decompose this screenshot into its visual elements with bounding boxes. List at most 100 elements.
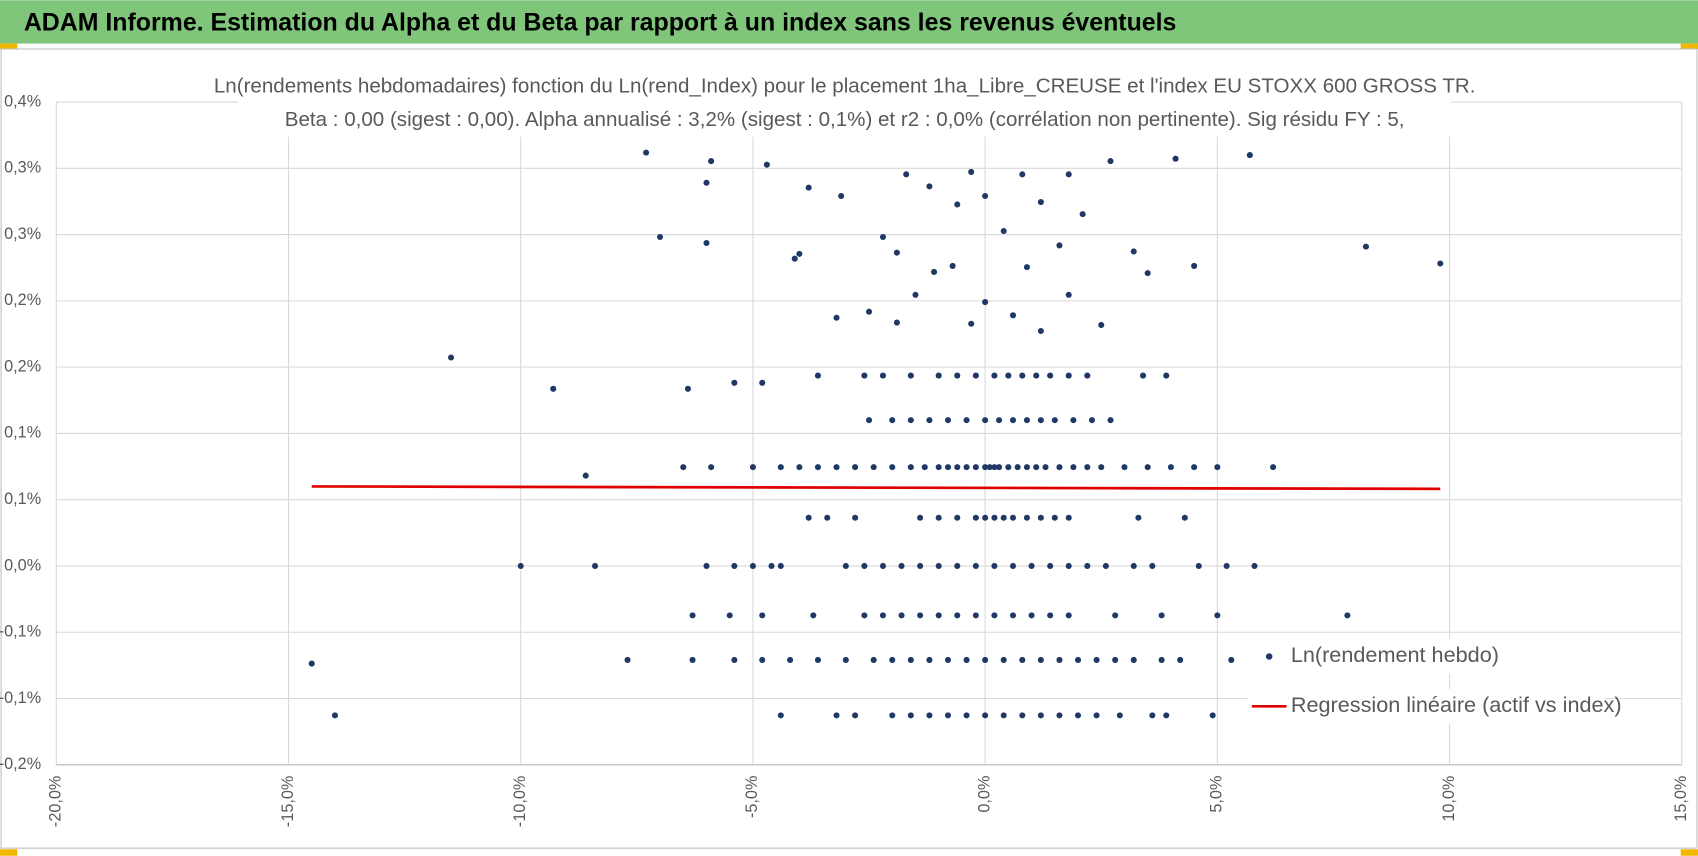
scatter-point bbox=[1223, 562, 1230, 569]
scatter-point bbox=[954, 514, 961, 521]
scatter-point bbox=[331, 712, 338, 719]
scatter-point bbox=[1005, 372, 1012, 379]
scatter-point bbox=[731, 562, 738, 569]
scatter-point bbox=[1246, 152, 1253, 159]
scatter-point bbox=[1270, 464, 1277, 471]
legend-background bbox=[1247, 639, 1605, 674]
scatter-point bbox=[1121, 464, 1128, 471]
scatter-point bbox=[852, 712, 859, 719]
scatter-point bbox=[972, 372, 979, 379]
scatter-point bbox=[1056, 712, 1063, 719]
x-tick-label: -5,0% bbox=[743, 776, 761, 818]
scatter-point bbox=[991, 612, 998, 619]
scatter-point bbox=[1130, 562, 1137, 569]
scatter-point bbox=[931, 268, 938, 275]
scatter-point bbox=[921, 464, 928, 471]
scatter-point bbox=[954, 464, 961, 471]
scatter-point bbox=[1102, 562, 1109, 569]
scatter-point bbox=[1009, 562, 1017, 569]
scatter-point bbox=[944, 417, 952, 424]
y-tick-label: -0,2% bbox=[0, 755, 41, 773]
scatter-point bbox=[448, 354, 455, 361]
scatter-point bbox=[1088, 417, 1095, 424]
scatter-point bbox=[1037, 327, 1044, 335]
chart-title: Ln(rendements hebdomadaires) fonction du… bbox=[214, 74, 1476, 97]
scatter-point bbox=[944, 464, 952, 471]
y-tick-label: 0,1% bbox=[4, 490, 41, 508]
scatter-point bbox=[1140, 372, 1147, 379]
x-tick-label: 15,0% bbox=[1672, 776, 1690, 822]
scatter-point bbox=[1130, 248, 1137, 255]
scatter-point bbox=[861, 562, 868, 569]
y-tick-label: 0,3% bbox=[4, 159, 41, 177]
scatter-point bbox=[982, 656, 989, 663]
y-tick-label: 0,2% bbox=[4, 357, 41, 375]
scatter-point bbox=[657, 233, 664, 241]
scatter-point bbox=[963, 464, 970, 471]
header-bar bbox=[0, 0, 1698, 44]
scatter-point bbox=[907, 656, 914, 663]
scatter-point bbox=[591, 562, 599, 569]
x-tick-label: -20,0% bbox=[47, 776, 65, 827]
scatter-point bbox=[852, 464, 859, 471]
scatter-point bbox=[759, 612, 766, 619]
chart-frame bbox=[0, 48, 1698, 849]
scatter-point bbox=[1051, 514, 1058, 521]
scatter-point bbox=[1158, 656, 1165, 663]
scatter-point bbox=[898, 612, 905, 619]
scatter-point bbox=[1033, 372, 1040, 379]
scatter-point bbox=[852, 514, 859, 521]
legend-label: Regression linéaire (actif vs index) bbox=[1291, 692, 1622, 717]
scatter-point bbox=[1079, 211, 1086, 218]
scatter-point bbox=[1037, 199, 1044, 206]
scatter-point bbox=[1098, 321, 1105, 328]
scatter-point bbox=[708, 464, 715, 471]
scatter-point bbox=[972, 612, 979, 619]
scatter-point bbox=[870, 656, 877, 663]
scatter-point bbox=[982, 417, 989, 424]
scatter-point bbox=[926, 656, 933, 663]
scatter-point bbox=[1084, 372, 1091, 379]
scatter-point bbox=[787, 656, 794, 663]
scatter-point bbox=[996, 464, 1003, 471]
scatter-point bbox=[796, 464, 803, 471]
scatter-point bbox=[1144, 270, 1151, 277]
scatter-point bbox=[935, 372, 942, 379]
scatter-point bbox=[1181, 514, 1188, 521]
scatter-point bbox=[731, 379, 738, 386]
scatter-point bbox=[1037, 514, 1044, 521]
scatter-point bbox=[1019, 171, 1026, 178]
scatter-point bbox=[972, 514, 979, 521]
scatter-point bbox=[963, 417, 970, 424]
scatter-point bbox=[1065, 291, 1072, 298]
scatter-point bbox=[954, 612, 961, 619]
scatter-point bbox=[1056, 656, 1063, 663]
scatter-point bbox=[866, 417, 873, 424]
scatter-point bbox=[889, 656, 896, 663]
scatter-point bbox=[879, 233, 886, 241]
scatter-point bbox=[777, 562, 784, 569]
scatter-point bbox=[907, 372, 914, 379]
regression-line bbox=[311, 485, 1441, 491]
scatter-point bbox=[1112, 656, 1119, 663]
scatter-point bbox=[954, 372, 961, 379]
y-tick-label: 0,3% bbox=[4, 225, 41, 243]
scatter-point bbox=[731, 656, 738, 663]
scatter-point bbox=[1172, 155, 1179, 162]
scatter-point bbox=[963, 656, 970, 663]
scatter-point bbox=[1009, 312, 1017, 319]
scatter-point bbox=[1037, 417, 1044, 424]
scatter-point bbox=[842, 656, 849, 663]
scatter-point bbox=[1093, 656, 1100, 663]
scatter-point bbox=[1037, 712, 1044, 719]
scatter-point bbox=[912, 291, 919, 298]
scatter-point bbox=[972, 464, 979, 471]
scatter-point bbox=[1214, 612, 1221, 619]
scatter-point bbox=[833, 464, 840, 471]
scatter-point bbox=[972, 562, 979, 569]
scatter-point bbox=[879, 562, 886, 569]
scatter-point bbox=[1070, 417, 1077, 424]
scatter-point bbox=[1163, 712, 1170, 719]
scatter-point bbox=[982, 193, 989, 200]
title-background bbox=[238, 69, 1452, 137]
